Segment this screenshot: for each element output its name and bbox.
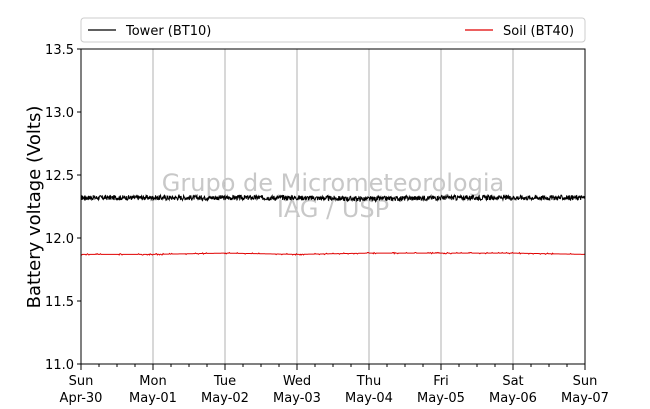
x-tick-day-label: Fri (433, 374, 449, 389)
x-axis: Sun Apr-30 Mon May-01 Tue May-02 Wed May-03 Thu M… (60, 364, 609, 406)
y-tick-label: 11.5 (45, 295, 74, 310)
series-line-tower (80, 193, 586, 204)
y-tick-label: 12.0 (45, 232, 74, 247)
y-tick-label: 12.5 (45, 169, 74, 184)
watermark-line-1: Grupo de Micrometeorologia (162, 169, 504, 197)
y-tick-label: 11.0 (45, 358, 74, 373)
series-lines (80, 193, 586, 256)
legend-box (80, 17, 586, 43)
x-tick-date-label: May-02 (201, 391, 249, 406)
y-axis: 11.0 11.5 12.0 12.5 13.0 13.5 (45, 43, 81, 373)
series-line-soil (80, 251, 586, 256)
x-tick-day-label: Sat (502, 374, 523, 389)
y-axis-label: Battery voltage (Volts) (24, 106, 45, 309)
grid-lines (152, 49, 514, 364)
legend-label-soil: Soil (BT40) (503, 24, 574, 39)
legend: Tower (BT10) Soil (BT40) (80, 17, 586, 43)
y-tick-label: 13.5 (45, 43, 74, 58)
x-tick-day-label: Tue (213, 374, 236, 389)
legend-label-tower: Tower (BT10) (125, 24, 211, 39)
x-tick-day-label: Thu (356, 374, 381, 389)
x-tick-day-label: Sun (69, 374, 94, 389)
x-tick-date-label: May-05 (417, 391, 465, 406)
x-tick-date-label: May-07 (561, 391, 609, 406)
x-tick-day-label: Wed (283, 374, 311, 389)
x-tick-date-label: May-06 (489, 391, 537, 406)
x-tick-date-label: May-03 (273, 391, 321, 406)
x-tick-date-label: May-01 (129, 391, 177, 406)
y-tick-label: 13.0 (45, 106, 74, 121)
x-tick-date-label: May-04 (345, 391, 393, 406)
x-tick-date-label: Apr-30 (60, 391, 103, 406)
watermark: Grupo de Micrometeorologia IAG / USP (162, 169, 504, 223)
x-tick-day-label: Sun (573, 374, 598, 389)
x-tick-day-label: Mon (139, 374, 166, 389)
